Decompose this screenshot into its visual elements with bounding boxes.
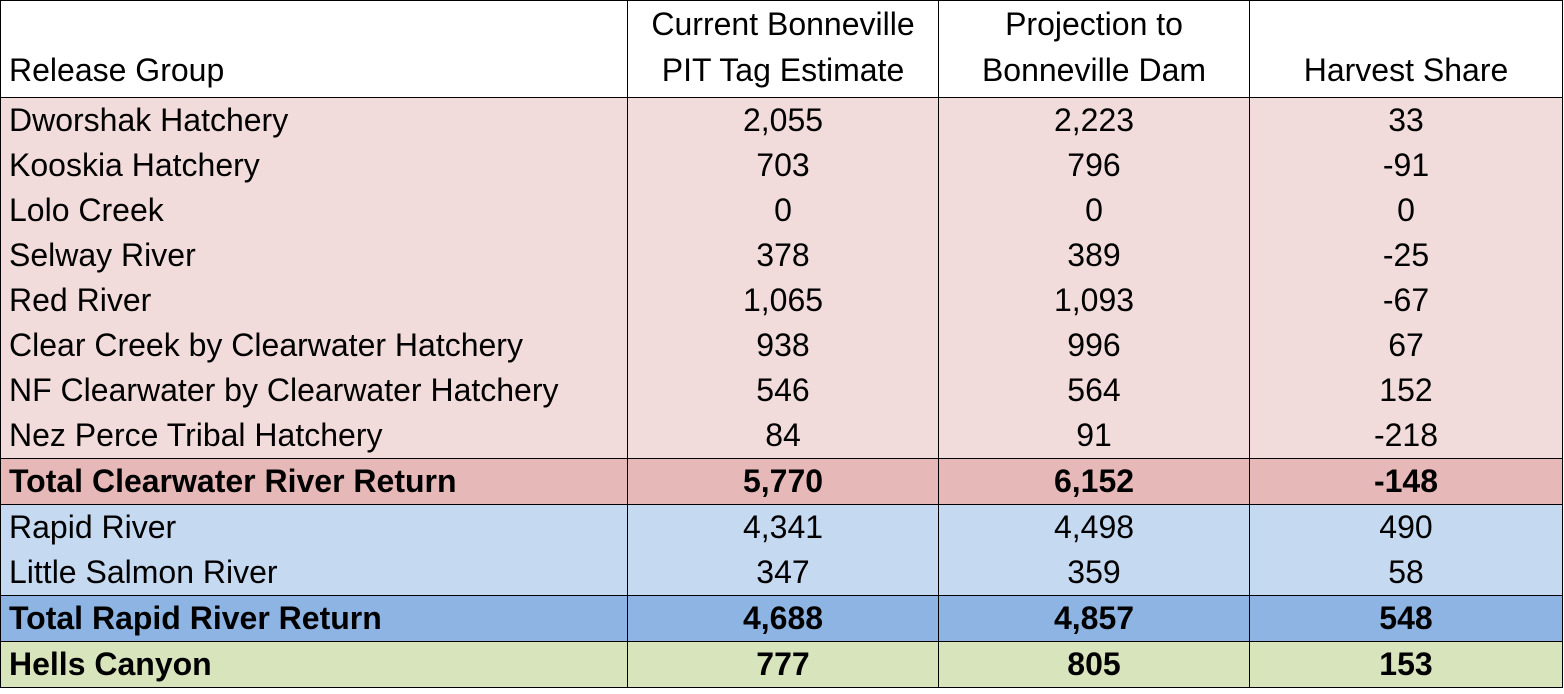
cell-group: Nez Perce Tribal Hatchery: [0, 413, 628, 459]
cell-harvest: -91: [1249, 143, 1563, 188]
header-projection: Projection to Bonneville Dam: [938, 0, 1250, 98]
header-current-estimate: Current Bonneville PIT Tag Estimate: [627, 0, 939, 98]
cell-projection: 1,093: [938, 278, 1250, 323]
cell-group: Little Salmon River: [0, 550, 628, 596]
header-harvest-share: Harvest Share: [1249, 0, 1563, 98]
cell-harvest: -218: [1249, 413, 1563, 459]
cell-harvest: 33: [1249, 97, 1563, 143]
cell-harvest: 67: [1249, 323, 1563, 368]
header-projection-line2: Bonneville Dam: [981, 52, 1207, 88]
header-current-line2: PIT Tag Estimate: [661, 52, 905, 88]
header-release-group: Release Group: [0, 0, 628, 98]
cell-projection: 2,223: [938, 97, 1250, 143]
cell-projection: 805: [938, 641, 1250, 688]
table-row: Rapid River 4,341 4,498 490: [0, 504, 1563, 550]
cell-projection: 4,857: [938, 595, 1250, 642]
cell-projection: 6,152: [938, 458, 1250, 505]
cell-projection: 389: [938, 233, 1250, 278]
cell-current: 938: [627, 323, 939, 368]
cell-projection: 564: [938, 368, 1250, 413]
table-row: Lolo Creek 0 0 0: [0, 188, 1563, 233]
cell-harvest: 153: [1249, 641, 1563, 688]
cell-harvest: -67: [1249, 278, 1563, 323]
cell-current: 703: [627, 143, 939, 188]
cell-current: 378: [627, 233, 939, 278]
cell-harvest: -148: [1249, 458, 1563, 505]
cell-projection: 996: [938, 323, 1250, 368]
cell-current: 4,341: [627, 504, 939, 550]
cell-current: 347: [627, 550, 939, 596]
cell-group: Rapid River: [0, 504, 628, 550]
cell-current: 5,770: [627, 458, 939, 505]
cell-harvest: 0: [1249, 188, 1563, 233]
cell-group: Red River: [0, 278, 628, 323]
table-row: Clear Creek by Clearwater Hatchery 938 9…: [0, 323, 1563, 368]
total-row-rapid-river: Total Rapid River Return 4,688 4,857 548: [0, 595, 1563, 642]
cell-projection: 4,498: [938, 504, 1250, 550]
cell-group: Clear Creek by Clearwater Hatchery: [0, 323, 628, 368]
total-row-clearwater: Total Clearwater River Return 5,770 6,15…: [0, 458, 1563, 505]
cell-group: Total Clearwater River Return: [0, 458, 628, 505]
cell-group: Total Rapid River Return: [0, 595, 628, 642]
cell-group: Hells Canyon: [0, 641, 628, 688]
cell-current: 1,065: [627, 278, 939, 323]
cell-group: Selway River: [0, 233, 628, 278]
cell-current: 777: [627, 641, 939, 688]
table-row: Selway River 378 389 -25: [0, 233, 1563, 278]
cell-projection: 91: [938, 413, 1250, 459]
table-row: NF Clearwater by Clearwater Hatchery 546…: [0, 368, 1563, 413]
cell-current: 84: [627, 413, 939, 459]
cell-group: Lolo Creek: [0, 188, 628, 233]
table-row: Kooskia Hatchery 703 796 -91: [0, 143, 1563, 188]
cell-harvest: 152: [1249, 368, 1563, 413]
cell-current: 546: [627, 368, 939, 413]
cell-harvest: 58: [1249, 550, 1563, 596]
cell-projection: 359: [938, 550, 1250, 596]
cell-current: 4,688: [627, 595, 939, 642]
table-row: Little Salmon River 347 359 58: [0, 550, 1563, 596]
header-row: Release Group Current Bonneville PIT Tag …: [0, 0, 1563, 98]
cell-group: Dworshak Hatchery: [0, 97, 628, 143]
cell-harvest: 548: [1249, 595, 1563, 642]
cell-harvest: 490: [1249, 504, 1563, 550]
table-row: Nez Perce Tribal Hatchery 84 91 -218: [0, 413, 1563, 459]
cell-projection: 796: [938, 143, 1250, 188]
table-row: Red River 1,065 1,093 -67: [0, 278, 1563, 323]
cell-current: 0: [627, 188, 939, 233]
cell-group: NF Clearwater by Clearwater Hatchery: [0, 368, 628, 413]
header-current-line1: Current Bonneville: [651, 6, 915, 42]
cell-harvest: -25: [1249, 233, 1563, 278]
header-projection-line1: Projection to: [1005, 6, 1183, 42]
cell-current: 2,055: [627, 97, 939, 143]
total-row-hells-canyon: Hells Canyon 777 805 153: [0, 641, 1563, 688]
table-row: Dworshak Hatchery 2,055 2,223 33: [0, 97, 1563, 143]
cell-group: Kooskia Hatchery: [0, 143, 628, 188]
cell-projection: 0: [938, 188, 1250, 233]
